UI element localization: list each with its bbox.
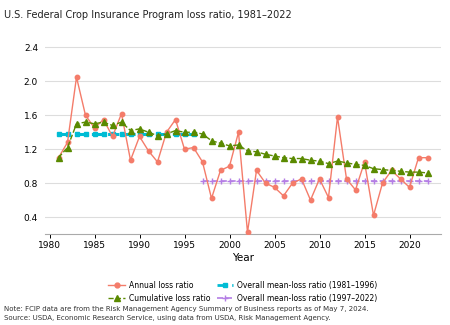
Text: Note: FCIP data are from the Risk Management Agency Summary of Business reports : Note: FCIP data are from the Risk Manage… xyxy=(4,306,369,311)
Legend: Annual loss ratio, Cumulative loss ratio, Overall mean-loss ratio (1981–1996), O: Annual loss ratio, Cumulative loss ratio… xyxy=(108,281,378,303)
Text: Source: USDA, Economic Research Service, using data from USDA, Risk Management A: Source: USDA, Economic Research Service,… xyxy=(4,315,331,321)
Text: U.S. Federal Crop Insurance Program loss ratio, 1981–2022: U.S. Federal Crop Insurance Program loss… xyxy=(4,10,292,20)
X-axis label: Year: Year xyxy=(232,253,254,263)
